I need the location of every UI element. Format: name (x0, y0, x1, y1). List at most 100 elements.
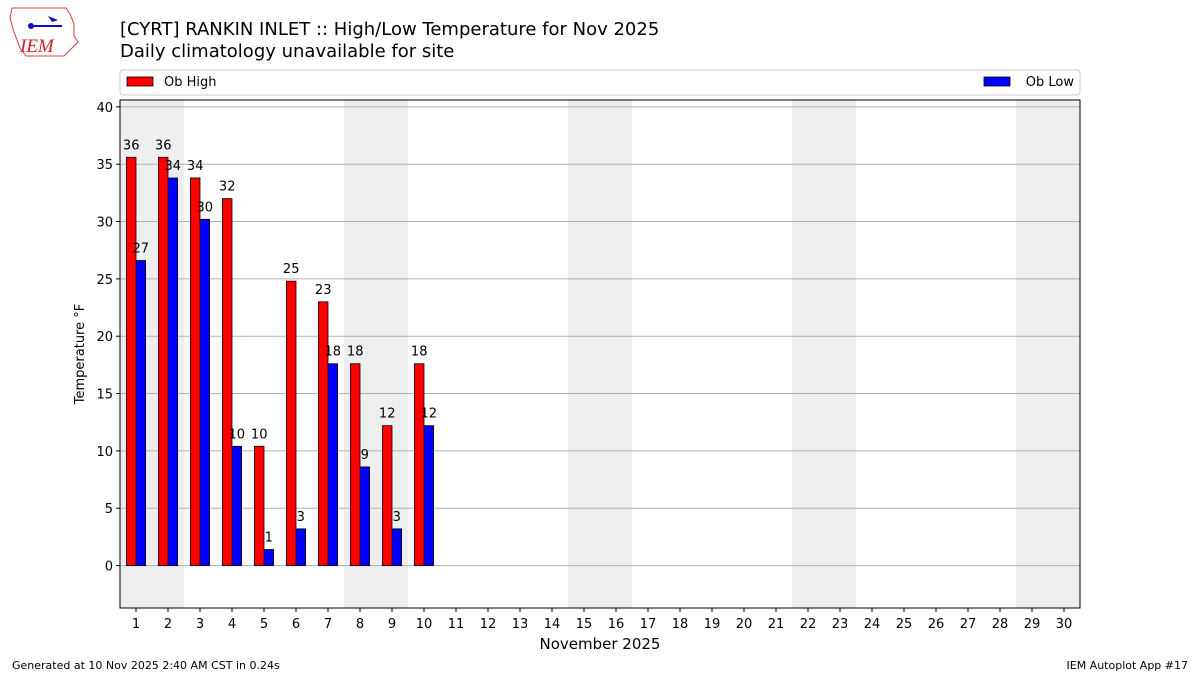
shaded-day (792, 100, 824, 608)
chart-title: [CYRT] RANKIN INLET :: High/Low Temperat… (120, 19, 659, 40)
legend-label: Ob Low (1026, 75, 1075, 90)
y-tick-label: 10 (96, 445, 113, 460)
bar (231, 445, 243, 566)
x-axis-label: November 2025 (540, 635, 661, 653)
x-tick-label: 15 (576, 617, 593, 632)
bar (253, 445, 265, 566)
shaded-day (1048, 100, 1080, 608)
value-label: 34 (187, 159, 204, 174)
x-tick-label: 12 (480, 617, 497, 632)
x-tick-label: 18 (672, 617, 689, 632)
x-tick-label: 22 (800, 617, 817, 632)
x-tick-label: 6 (292, 617, 300, 632)
value-label: 25 (283, 262, 300, 277)
y-tick-label: 35 (96, 158, 113, 173)
x-tick-label: 23 (832, 617, 849, 632)
x-tick-label: 20 (736, 617, 753, 632)
x-tick-label: 10 (416, 617, 433, 632)
y-tick-label: 40 (96, 101, 113, 116)
x-tick-label: 7 (324, 617, 332, 632)
bar (189, 177, 201, 566)
value-label: 18 (411, 345, 428, 360)
logo-dot (28, 23, 34, 29)
bar (359, 466, 371, 566)
x-tick-label: 5 (260, 617, 268, 632)
x-tick-label: 27 (960, 617, 977, 632)
shaded-day (1016, 100, 1048, 608)
value-label: 3 (393, 510, 401, 525)
bar (135, 260, 147, 566)
value-label: 27 (133, 242, 150, 257)
value-label: 18 (347, 345, 364, 360)
footer-right: IEM Autoplot App #17 (1067, 659, 1189, 672)
value-label: 12 (421, 407, 438, 422)
x-tick-label: 25 (896, 617, 913, 632)
x-tick-label: 8 (356, 617, 364, 632)
bar (199, 218, 211, 566)
bar (263, 549, 275, 566)
bar (295, 528, 307, 566)
x-tick-label: 1 (132, 617, 140, 632)
y-tick-label: 25 (96, 273, 113, 288)
value-label: 12 (379, 407, 396, 422)
chart-subtitle: Daily climatology unavailable for site (120, 41, 454, 62)
value-label: 32 (219, 180, 236, 195)
shaded-day (824, 100, 856, 608)
bar (423, 425, 435, 566)
bar (317, 301, 329, 566)
logo: IEM (9, 7, 79, 57)
y-tick-label: 20 (96, 330, 113, 345)
bar (327, 363, 339, 566)
logo-outline (9, 7, 79, 57)
x-tick-label: 4 (228, 617, 236, 632)
value-label: 36 (155, 138, 172, 153)
footer-left: Generated at 10 Nov 2025 2:40 AM CST in … (12, 659, 280, 672)
x-tick-label: 13 (512, 617, 529, 632)
y-tick-label: 5 (105, 502, 113, 517)
plot-frame (119, 99, 1081, 609)
bar (349, 363, 361, 566)
x-tick-label: 29 (1024, 617, 1041, 632)
shaded-day (568, 100, 600, 608)
value-label: 10 (251, 427, 268, 442)
x-tick-label: 11 (448, 617, 465, 632)
value-label: 18 (325, 345, 342, 360)
value-label: 1 (265, 531, 273, 546)
bar (221, 198, 233, 566)
x-tick-label: 2 (164, 617, 172, 632)
bar (285, 280, 297, 566)
logo-text: IEM (19, 36, 55, 57)
x-tick-label: 3 (196, 617, 204, 632)
logo-flag (48, 16, 58, 22)
bar (167, 177, 179, 566)
value-label: 36 (123, 138, 140, 153)
bar (381, 425, 393, 566)
bar (391, 528, 403, 566)
x-tick-label: 9 (388, 617, 396, 632)
value-label: 9 (361, 448, 369, 463)
x-tick-label: 26 (928, 617, 945, 632)
x-tick-label: 19 (704, 617, 721, 632)
legend-swatch (983, 76, 1011, 87)
y-tick-label: 30 (96, 216, 113, 231)
bar (157, 156, 169, 566)
legend-label: Ob High (164, 75, 217, 90)
shaded-day (600, 100, 632, 608)
x-tick-label: 16 (608, 617, 625, 632)
x-tick-label: 21 (768, 617, 785, 632)
value-label: 34 (165, 159, 182, 174)
value-label: 23 (315, 283, 332, 298)
value-label: 10 (229, 427, 246, 442)
bar (413, 363, 425, 566)
legend-box (119, 69, 1081, 96)
x-tick-label: 17 (640, 617, 657, 632)
y-axis-label: Temperature °F (73, 304, 88, 405)
x-tick-label: 24 (864, 617, 881, 632)
bar (126, 156, 137, 566)
y-tick-label: 0 (105, 560, 113, 575)
y-tick-label: 15 (96, 388, 113, 403)
x-tick-label: 28 (992, 617, 1009, 632)
x-tick-label: 14 (544, 617, 561, 632)
x-tick-label: 30 (1056, 617, 1073, 632)
